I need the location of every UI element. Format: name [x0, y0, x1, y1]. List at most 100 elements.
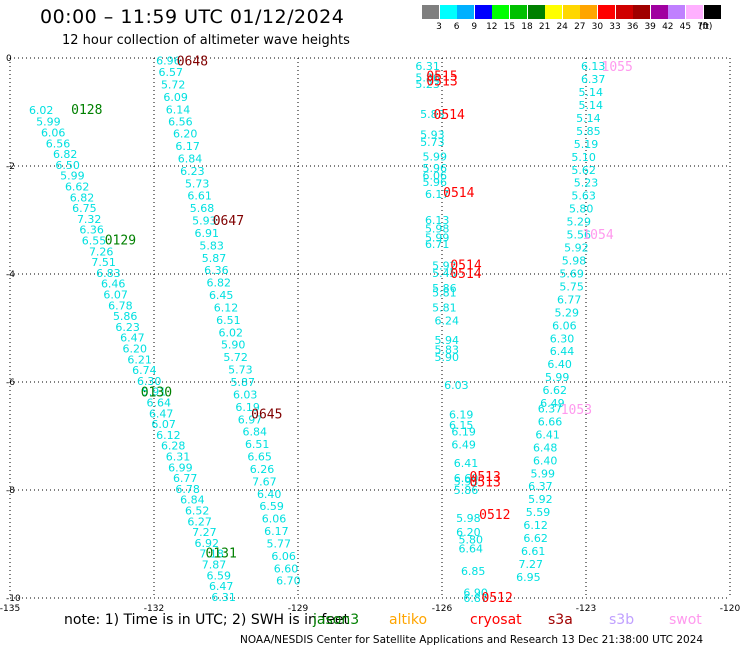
- wave-height-point: 6.70: [276, 575, 301, 588]
- wave-height-point: 6.27: [187, 515, 212, 528]
- wave-height-point: 5.98: [456, 512, 481, 525]
- wave-height-point: 6.49: [451, 439, 476, 452]
- wave-height-point: 7.27: [192, 526, 217, 539]
- wave-height-point: 5.92: [528, 493, 553, 506]
- color-scale-label: 15: [503, 22, 516, 32]
- chart-subtitle: 12 hour collection of altimeter wave hei…: [62, 33, 350, 48]
- wave-height-point: 5.69: [559, 267, 584, 280]
- wave-height-point: 5.98: [562, 255, 587, 268]
- color-swatch: [474, 5, 492, 19]
- wave-height-point: 6.20: [173, 128, 198, 141]
- pass-time-label: 0130: [141, 386, 172, 401]
- color-swatch: [615, 5, 633, 19]
- wave-height-point: 5.83: [435, 344, 460, 357]
- wave-height-point: 6.20: [456, 526, 481, 539]
- satellite-legend-item: swot: [669, 612, 702, 628]
- pass-time-label: 0513: [470, 475, 501, 490]
- pass-time-label: 1054: [582, 228, 613, 243]
- wave-height-point: 6.19: [451, 426, 476, 439]
- wave-height-point: 5.56: [567, 229, 592, 242]
- pass-time-label: 1053: [561, 403, 592, 418]
- wave-height-point: 6.12: [214, 301, 239, 314]
- x-tick-label: -135: [0, 604, 20, 614]
- wave-height-point: 6.12: [523, 519, 548, 532]
- wave-height-point: 6.82: [207, 277, 232, 290]
- color-swatch: [527, 5, 545, 19]
- wave-height-point: 6.60: [274, 562, 299, 575]
- wave-height-point: 6.91: [195, 227, 220, 240]
- wave-height-point: 6.47: [149, 407, 174, 420]
- wave-height-point: 5.19: [574, 138, 599, 151]
- wave-height-point: 5.72: [161, 78, 186, 91]
- x-tick-label: -126: [432, 604, 453, 614]
- wave-height-point: 6.13: [425, 214, 450, 227]
- color-scale-label: 27: [574, 22, 586, 32]
- wave-height-point: 6.62: [543, 384, 568, 397]
- wave-height-point: 6.78: [108, 299, 133, 312]
- wave-height-point: 6.55: [82, 235, 107, 248]
- satellite-legend-item: cryosat: [470, 612, 522, 628]
- color-swatch: [633, 5, 651, 19]
- wave-height-point: 5.73: [420, 136, 445, 149]
- wave-height-point: 5.86: [454, 484, 479, 497]
- color-swatch: [545, 5, 563, 19]
- wave-height-point: 6.66: [538, 415, 563, 428]
- pass-time-label: 0514: [450, 258, 481, 273]
- wave-height-point: 5.73: [228, 364, 253, 377]
- wave-height-point: 6.65: [247, 451, 272, 464]
- wave-height-point: 5.96: [423, 176, 448, 189]
- wave-height-point: 5.83: [420, 108, 445, 121]
- wave-height-point: 6.44: [550, 345, 575, 358]
- wave-height-point: 6.57: [159, 66, 184, 79]
- wave-height-point: 6.85: [461, 565, 486, 578]
- pass-time-label: 0512: [482, 591, 513, 606]
- color-swatch: [703, 5, 721, 19]
- satellite-legend-item: jason3: [313, 612, 360, 628]
- wave-height-point: 5.81: [432, 301, 457, 314]
- wave-height-point: 5.99: [545, 371, 570, 384]
- wave-height-point: 6.82: [53, 148, 78, 161]
- wave-height-point: 6.41: [535, 428, 560, 441]
- wave-height-point: 6.84: [243, 426, 268, 439]
- pass-time-label: 0128: [71, 103, 102, 118]
- wave-height-point: 7.67: [252, 475, 277, 488]
- wave-height-point: 6.51: [216, 314, 241, 327]
- wave-height-point: 6.41: [454, 457, 479, 470]
- wave-height-point: 6.92: [195, 537, 220, 550]
- wave-height-point: 5.14: [576, 112, 601, 125]
- wave-height-point: 6.74: [132, 364, 157, 377]
- wave-height-point: 6.95: [516, 571, 541, 584]
- wave-height-point: 6.59: [259, 500, 284, 513]
- x-tick-label: -120: [720, 604, 740, 614]
- wave-height-point: 6.23: [115, 321, 140, 334]
- wave-height-point: 6.56: [168, 116, 193, 129]
- wave-height-point: 7.26: [89, 245, 114, 258]
- wave-height-point: 6.64: [459, 542, 484, 555]
- wave-height-point: 6.07: [151, 418, 176, 431]
- wave-height-point: 5.99: [531, 467, 556, 480]
- wave-height-point: 5.92: [432, 259, 457, 272]
- color-swatch: [562, 5, 580, 19]
- color-scale-label: 21: [538, 22, 551, 32]
- wave-height-point: 6.07: [103, 289, 128, 302]
- wave-height-point: 6.90: [463, 587, 488, 600]
- wave-height-point: 6.06: [552, 319, 577, 332]
- color-scale-label: 33: [609, 22, 621, 32]
- footer-note: note: 1) Time is in UTC; 2) SWH is in fe…: [64, 612, 350, 628]
- color-scale-label: 30: [591, 22, 604, 32]
- wave-height-point: 6.60: [454, 472, 479, 485]
- pass-time-label: 0515: [426, 69, 457, 84]
- color-scale-label: 18: [521, 22, 533, 32]
- wave-height-point: 6.47: [120, 332, 145, 345]
- wave-height-point: 6.24: [435, 314, 460, 327]
- wave-height-point: 6.02: [219, 326, 244, 339]
- pass-time-label: 0514: [443, 186, 474, 201]
- wave-height-point: 5.72: [223, 351, 248, 364]
- wave-height-point: 5.92: [564, 242, 589, 255]
- wave-height-point: 6.71: [425, 238, 450, 251]
- wave-height-point: 6.17: [425, 188, 450, 201]
- wave-height-point: 6.26: [250, 463, 275, 476]
- wave-height-point: 6.09: [163, 91, 188, 104]
- wave-height-point: 5.81: [432, 286, 457, 299]
